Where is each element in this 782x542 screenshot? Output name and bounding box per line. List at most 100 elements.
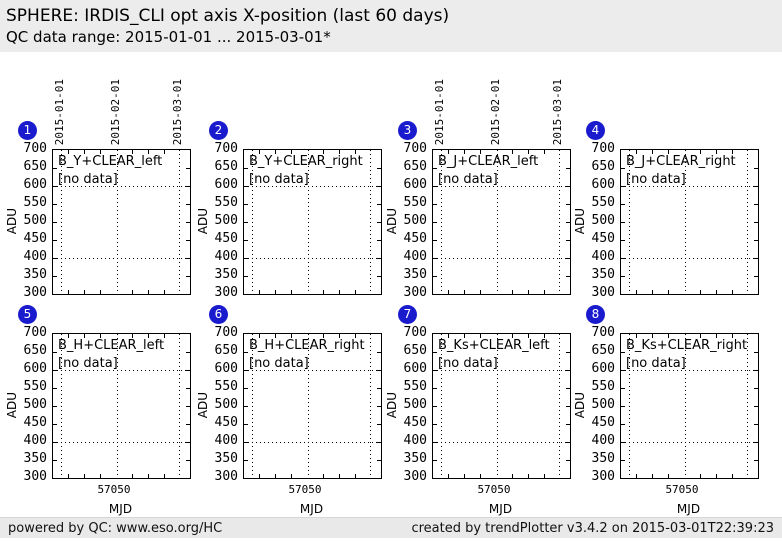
y-tick-label: 300 (591, 469, 615, 484)
tick-mark (700, 474, 701, 478)
tick-mark (566, 406, 570, 407)
page-header: SPHERE: IRDIS_CLI opt axis X-position (l… (0, 0, 782, 52)
tick-mark (433, 352, 437, 353)
tick-mark (377, 222, 381, 223)
y-tick-label: 650 (23, 343, 47, 358)
y-tick-label: 600 (23, 177, 47, 192)
y-tick-label: 650 (591, 159, 615, 174)
tick-mark (186, 186, 190, 187)
no-data-label: [no data] (249, 172, 309, 187)
y-tick-label: 400 (23, 249, 47, 264)
tick-mark (716, 290, 717, 294)
tick-mark (566, 424, 570, 425)
y-tick-label: 700 (591, 325, 615, 340)
tick-mark (132, 290, 133, 294)
tick-mark (323, 334, 324, 338)
tick-mark (621, 352, 625, 353)
tick-mark (566, 204, 570, 205)
gridline-vertical (308, 150, 309, 294)
tick-mark (566, 388, 570, 389)
y-tick-label: 700 (23, 325, 47, 340)
tick-mark (566, 186, 570, 187)
date-tick-label: 2015-02-01 (109, 78, 122, 145)
plot-panel: 7 ADU B_Ks+CLEAR_left [no data] 57050 MJ… (385, 305, 571, 516)
plot-frame: B_Y+CLEAR_left [no data] (52, 149, 191, 295)
tick-mark (544, 290, 545, 294)
filter-label: B_J+CLEAR_right (626, 154, 736, 169)
tick-mark (448, 150, 449, 154)
plot-frame: B_J+CLEAR_left [no data] (432, 149, 571, 295)
y-tick-label: 700 (403, 141, 427, 156)
tick-mark (668, 150, 669, 154)
filter-label: B_Ks+CLEAR_left (438, 338, 550, 353)
tick-mark (291, 474, 292, 478)
top-date-tick-labels: 2015-01-01 2015-02-01 2015-03-01 (52, 69, 189, 145)
gridline-horizontal (621, 370, 758, 371)
gridline-vertical (117, 150, 118, 294)
tick-mark (244, 186, 248, 187)
y-tick-label: 450 (23, 415, 47, 430)
y-tick-label: 650 (403, 343, 427, 358)
tick-mark (244, 370, 248, 371)
tick-mark (754, 460, 758, 461)
y-tick-label: 300 (214, 285, 238, 300)
panel-number-badge: 5 (18, 305, 37, 324)
gridline-vertical (441, 150, 442, 294)
tick-mark (433, 388, 437, 389)
y-tick-label: 550 (23, 195, 47, 210)
tick-mark (544, 474, 545, 478)
tick-mark (164, 334, 165, 338)
tick-mark (84, 150, 85, 154)
tick-mark (732, 150, 733, 154)
y-tick-label: 500 (23, 213, 47, 228)
tick-mark (244, 406, 248, 407)
y-tick-label: 300 (403, 469, 427, 484)
y-tick-label: 300 (214, 469, 238, 484)
tick-mark (53, 424, 57, 425)
y-tick-label: 350 (214, 451, 238, 466)
x-axis-label: MJD (299, 502, 324, 516)
gridline-vertical (747, 150, 748, 294)
tick-mark (53, 442, 57, 443)
y-tick-label: 500 (403, 213, 427, 228)
gridline-vertical (61, 150, 62, 294)
tick-mark (186, 258, 190, 259)
tick-mark (148, 150, 149, 154)
tick-mark (636, 334, 637, 338)
y-tick-label: 300 (403, 285, 427, 300)
tick-mark (448, 290, 449, 294)
tick-mark (566, 352, 570, 353)
tick-mark (244, 352, 248, 353)
tick-mark (377, 168, 381, 169)
tick-mark (148, 290, 149, 294)
date-tick-label: 2015-01-01 (53, 78, 66, 145)
tick-mark (621, 370, 625, 371)
tick-mark (732, 334, 733, 338)
tick-mark (652, 150, 653, 154)
tick-mark (636, 474, 637, 478)
tick-mark (716, 334, 717, 338)
tick-mark (754, 424, 758, 425)
date-tick-label: 2015-03-01 (171, 78, 184, 145)
y-tick-label: 650 (214, 343, 238, 358)
y-tick-label: 350 (23, 451, 47, 466)
tick-mark (68, 290, 69, 294)
no-data-label: [no data] (58, 172, 118, 187)
tick-mark (754, 442, 758, 443)
tick-mark (464, 290, 465, 294)
tick-mark (100, 334, 101, 338)
tick-mark (433, 168, 437, 169)
tick-mark (512, 150, 513, 154)
tick-mark (668, 334, 669, 338)
gridline-vertical (629, 150, 630, 294)
x-tick-label: 57050 (288, 483, 322, 496)
tick-mark (433, 258, 437, 259)
tick-mark (528, 150, 529, 154)
filter-label: B_H+CLEAR_right (249, 338, 365, 353)
y-tick-label: 350 (403, 451, 427, 466)
y-tick-label: 450 (214, 231, 238, 246)
tick-mark (754, 258, 758, 259)
tick-mark (621, 222, 625, 223)
x-axis-label: MJD (488, 502, 513, 516)
